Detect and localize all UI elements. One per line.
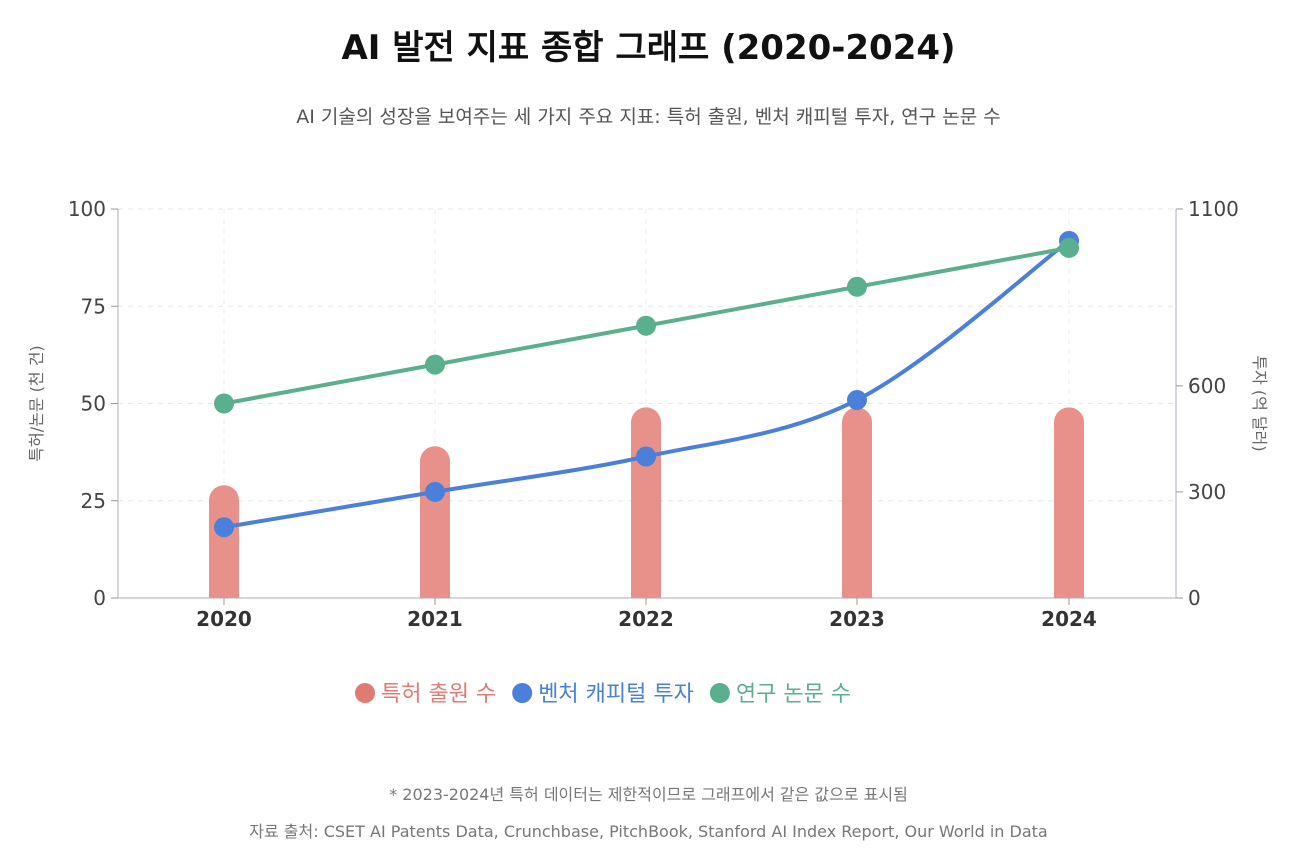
bar-series — [209, 407, 1084, 598]
bar-patents — [1054, 407, 1084, 598]
legend-label: 연구 논문 수 — [736, 682, 851, 707]
chart-note: * 2023-2024년 특허 데이터는 제한적이므로 그래프에서 같은 값으로… — [389, 785, 908, 804]
y-left-tick-label: 50 — [81, 392, 106, 416]
y-left-tick-label: 75 — [81, 294, 106, 318]
legend: 특허 출원 수 벤처 캐피털 투자 연구 논문 수 — [355, 682, 851, 707]
legend-item: 특허 출원 수 — [355, 682, 496, 707]
x-tick-label: 2021 — [407, 607, 463, 631]
y-right-tick-label: 600 — [1188, 374, 1226, 398]
y-axis-right-title: 투자 (억 달러) — [1250, 355, 1269, 451]
legend-item: 벤처 캐피털 투자 — [512, 682, 694, 707]
y-right-tick-label: 0 — [1188, 586, 1201, 610]
point-venture — [425, 481, 445, 502]
y-left-tick-label: 0 — [93, 586, 106, 610]
chart-title: AI 발전 지표 종합 그래프 (2020-2024) — [341, 28, 956, 68]
x-tick-label: 2020 — [196, 607, 252, 631]
line-series — [214, 230, 1079, 538]
bar-patents — [842, 407, 872, 598]
point-papers — [636, 315, 656, 336]
chart-subtitle: AI 기술의 성장을 보여주는 세 가지 주요 지표: 특허 출원, 벤처 캐피… — [296, 106, 1001, 128]
y-left-tick-label: 100 — [68, 197, 106, 221]
point-venture — [214, 517, 234, 538]
x-tick-label: 2022 — [618, 607, 674, 631]
y-right-tick-label: 300 — [1188, 480, 1226, 504]
x-tick-label: 2023 — [829, 607, 885, 631]
bar-patents — [209, 485, 239, 598]
point-venture — [636, 446, 656, 467]
point-papers — [1059, 237, 1079, 258]
y-axis-left-title: 특허/논문 (천 건) — [27, 345, 46, 461]
point-papers — [847, 276, 867, 297]
point-papers — [425, 354, 445, 375]
point-papers — [214, 393, 234, 414]
legend-item: 연구 논문 수 — [709, 682, 851, 707]
y-right-tick-label: 1100 — [1188, 197, 1239, 221]
bar-patents — [420, 446, 450, 598]
legend-label: 특허 출원 수 — [381, 682, 496, 707]
legend-marker — [512, 683, 533, 703]
legend-label: 벤처 캐피털 투자 — [538, 682, 694, 707]
legend-marker — [355, 683, 375, 703]
x-tick-label: 2024 — [1041, 607, 1097, 631]
bar-patents — [631, 407, 661, 598]
chart-source: 자료 출처: CSET AI Patents Data, Crunchbase,… — [249, 822, 1048, 841]
point-venture — [847, 389, 867, 410]
legend-marker — [709, 683, 730, 703]
y-left-tick-label: 25 — [81, 489, 106, 513]
